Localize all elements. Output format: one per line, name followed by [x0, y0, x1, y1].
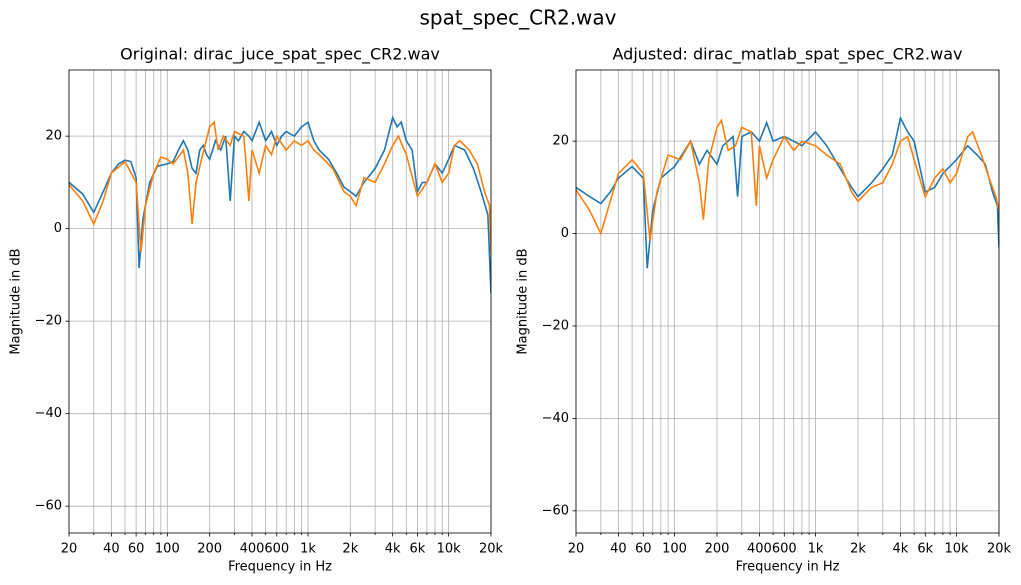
x-tick-label: 200	[705, 542, 730, 557]
x-tick-label: 6k	[917, 542, 933, 557]
axes-title: Original: dirac_juce_spat_spec_CR2.wav	[120, 45, 440, 65]
x-tick-label: 20	[568, 542, 585, 557]
x-tick-label: 4k	[893, 542, 909, 557]
x-tick-label: 200	[197, 542, 222, 557]
x-tick-label: 10k	[437, 542, 462, 557]
x-tick-label: 1k	[808, 542, 824, 557]
axes: 20 40 60 100 200 400 600 1k 2k 4k 6k 10k 20k−60−40−2…	[516, 45, 1012, 575]
x-tick-label: 1k	[300, 542, 316, 557]
x-tick-label: 60	[128, 542, 145, 557]
x-tick-label: 40	[103, 542, 120, 557]
x-tick-label: 60	[635, 542, 652, 557]
y-tick-label: −20	[35, 314, 62, 329]
x-tick-label: 100	[155, 542, 180, 557]
line-series	[69, 120, 491, 252]
x-tick-label: 100	[662, 542, 687, 557]
line-series	[69, 115, 491, 294]
figure-title: spat_spec_CR2.wav	[419, 6, 616, 30]
line-series	[576, 118, 999, 241]
x-tick-label: 400	[240, 542, 265, 557]
x-axis-label: Frequency in Hz	[736, 560, 840, 575]
axes-title: Adjusted: dirac_matlab_spat_spec_CR2.wav	[613, 45, 963, 65]
x-tick-label: 600	[772, 542, 797, 557]
x-tick-label: 20k	[987, 542, 1012, 557]
y-tick-label: 0	[54, 221, 62, 236]
y-tick-label: −20	[542, 318, 569, 333]
x-tick-label: 40	[610, 542, 627, 557]
y-axis-label: Magnitude in dB	[516, 248, 531, 354]
axes-frame	[68, 69, 492, 534]
y-tick-label: 20	[45, 129, 62, 144]
y-tick-label: −40	[35, 406, 62, 421]
x-tick-label: 6k	[410, 542, 426, 557]
x-tick-label: 600	[264, 542, 289, 557]
y-tick-label: 0	[561, 226, 569, 241]
y-axis-label: Magnitude in dB	[9, 248, 24, 354]
axes-frame	[575, 69, 1000, 534]
y-tick-label: −40	[542, 411, 569, 426]
x-axis-label: Frequency in Hz	[228, 560, 332, 575]
y-tick-label: −60	[542, 503, 569, 518]
y-tick-label: −60	[35, 499, 62, 514]
axes: 20 40 60 100 200 400 600 1k 2k 4k 6k 10k 20k−60−40−2…	[9, 45, 504, 575]
x-tick-label: 20k	[479, 542, 504, 557]
x-tick-label: 20	[61, 542, 78, 557]
y-tick-label: 20	[552, 134, 569, 149]
x-tick-label: 10k	[945, 542, 970, 557]
x-tick-label: 4k	[385, 542, 401, 557]
x-tick-label: 2k	[850, 542, 866, 557]
x-tick-label: 400	[747, 542, 772, 557]
x-tick-label: 2k	[342, 542, 358, 557]
